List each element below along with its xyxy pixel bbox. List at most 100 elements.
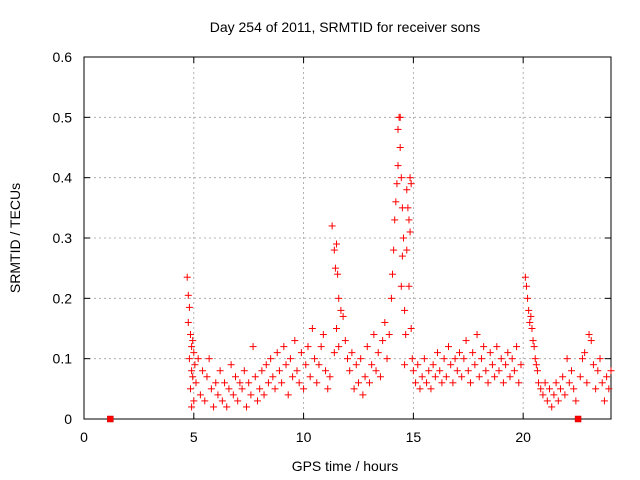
y-tick-label: 0	[64, 411, 72, 427]
data-point	[363, 343, 371, 351]
data-point	[438, 379, 446, 387]
axes: 0 0.1 0.2 0.3 0.4 0.5 0.6 0 5 10 15 20	[53, 49, 611, 445]
data-point	[370, 331, 378, 339]
data-point	[189, 373, 197, 381]
data-point	[510, 367, 518, 375]
data-point	[515, 379, 523, 387]
data-point	[491, 373, 499, 381]
data-point	[330, 246, 338, 254]
data-point	[559, 373, 567, 381]
data-point	[407, 325, 415, 332]
data-point	[429, 361, 437, 369]
data-point	[393, 180, 401, 188]
data-point	[406, 228, 414, 236]
data-point	[315, 361, 323, 369]
data-point	[333, 325, 341, 332]
data-point	[300, 385, 308, 393]
data-point	[333, 240, 341, 248]
data-point	[548, 403, 556, 411]
data-point	[529, 337, 537, 345]
data-point	[488, 361, 496, 369]
data-point	[214, 391, 222, 399]
data-point	[504, 349, 512, 357]
data-point	[328, 222, 336, 230]
data-point	[319, 331, 327, 339]
data-point	[513, 343, 521, 351]
data-point	[256, 385, 264, 393]
data-point	[335, 294, 343, 302]
data-point	[317, 343, 325, 351]
data-points	[107, 113, 615, 423]
data-point	[381, 318, 389, 326]
data-point	[379, 337, 387, 345]
data-point	[236, 379, 244, 387]
data-point	[403, 186, 411, 194]
data-point	[480, 343, 488, 351]
data-point	[218, 397, 226, 405]
data-point	[546, 385, 554, 393]
data-point	[412, 379, 420, 387]
data-point	[506, 373, 514, 381]
data-point	[561, 391, 569, 399]
data-point	[348, 349, 356, 357]
plot-frame	[83, 56, 612, 420]
zero-marker	[107, 415, 114, 423]
data-point	[462, 337, 470, 345]
data-point	[537, 385, 545, 393]
data-point	[475, 373, 483, 381]
data-point	[589, 361, 597, 369]
data-point	[398, 252, 406, 260]
data-point	[185, 303, 193, 311]
data-point	[273, 349, 281, 357]
data-point	[482, 367, 490, 375]
data-point	[554, 397, 562, 405]
data-point	[403, 246, 411, 254]
data-point	[271, 385, 279, 393]
data-point	[278, 379, 286, 387]
data-point	[473, 331, 481, 339]
data-point	[399, 234, 407, 242]
data-point	[394, 162, 402, 170]
data-point	[396, 144, 404, 151]
data-point	[455, 349, 463, 357]
data-point	[390, 246, 398, 254]
data-point	[225, 385, 233, 393]
data-point	[394, 125, 402, 133]
data-point	[401, 306, 409, 314]
data-point	[484, 379, 492, 387]
data-point	[387, 294, 395, 302]
y-axis-label: SRMTID / TECUs	[7, 183, 23, 293]
data-point	[493, 343, 501, 351]
data-point	[207, 385, 215, 393]
data-point	[238, 385, 246, 393]
data-point	[247, 391, 255, 399]
data-point	[486, 349, 494, 357]
data-point	[449, 379, 457, 387]
data-point	[190, 397, 198, 405]
data-point	[524, 294, 532, 302]
data-point	[416, 385, 424, 393]
data-point	[570, 385, 578, 393]
data-point	[397, 174, 405, 182]
data-point	[431, 373, 439, 381]
data-point	[264, 379, 272, 387]
data-point	[385, 331, 393, 339]
data-point	[418, 373, 426, 381]
data-point	[567, 367, 575, 375]
data-point	[440, 355, 448, 363]
data-point	[539, 391, 547, 399]
data-point	[526, 318, 534, 326]
data-point	[565, 379, 573, 387]
data-point	[531, 355, 539, 363]
data-point	[308, 325, 316, 332]
data-point	[447, 361, 455, 369]
data-point	[497, 355, 505, 363]
data-point	[427, 385, 435, 393]
data-point	[352, 361, 360, 369]
data-point	[282, 361, 290, 369]
data-point	[361, 373, 369, 381]
data-point	[372, 367, 380, 375]
data-point	[527, 312, 535, 320]
data-point	[212, 379, 220, 387]
data-point	[594, 367, 602, 375]
